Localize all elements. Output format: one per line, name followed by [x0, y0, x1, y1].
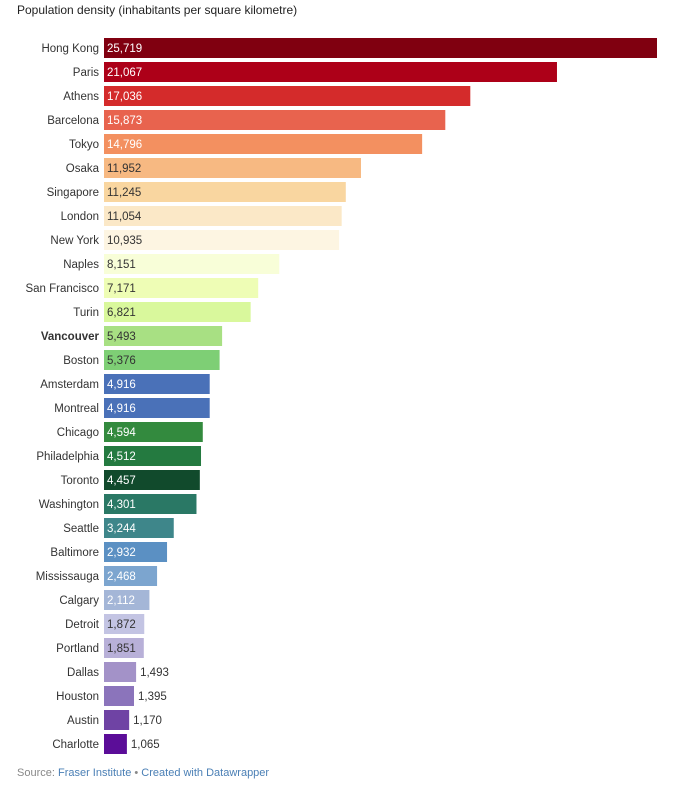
category-label: Calgary [59, 595, 99, 607]
value-label: 11,054 [107, 211, 142, 223]
bar[interactable] [104, 590, 150, 610]
value-label: 1,065 [131, 739, 160, 751]
category-label: Barcelona [47, 115, 99, 127]
value-label: 4,512 [107, 451, 136, 463]
bar[interactable] [104, 470, 200, 490]
category-label: Turin [73, 307, 99, 319]
bar[interactable] [104, 158, 361, 178]
category-label: Washington [39, 499, 99, 511]
value-label: 5,376 [107, 355, 136, 367]
category-label: Austin [67, 715, 99, 727]
value-label: 8,151 [107, 259, 136, 271]
bar[interactable] [104, 398, 210, 418]
bar[interactable] [104, 230, 340, 250]
chart-title: Population density (inhabitants per squa… [17, 3, 298, 17]
category-label: Detroit [65, 619, 100, 631]
category-label: Hong Kong [41, 43, 99, 55]
category-label: Mississauga [36, 571, 100, 583]
value-label: 1,493 [140, 667, 169, 679]
value-label: 1,395 [138, 691, 167, 703]
value-label: 2,932 [107, 547, 136, 559]
value-label: 5,493 [107, 331, 136, 343]
bar[interactable] [104, 38, 657, 58]
category-label: New York [50, 235, 99, 247]
category-label: Toronto [61, 475, 99, 487]
value-label: 25,719 [107, 43, 142, 55]
value-label: 3,244 [107, 523, 136, 535]
population-density-bar-chart: Hong Kong 25,719 Paris 21,067 Athens 17,036 Ba… [25, 38, 657, 754]
bar[interactable] [104, 86, 471, 106]
value-label: 4,916 [107, 403, 136, 415]
value-label: 2,112 [107, 595, 135, 607]
value-label: 11,245 [107, 187, 141, 199]
bar[interactable] [104, 446, 202, 466]
category-label: Vancouver [41, 331, 100, 343]
category-label: Athens [63, 91, 99, 103]
value-label: 10,935 [107, 235, 142, 247]
category-label: Boston [63, 355, 99, 367]
bar[interactable] [104, 566, 158, 586]
category-label: Dallas [67, 667, 99, 679]
bar[interactable] [104, 518, 174, 538]
value-label: 1,851 [107, 643, 136, 655]
category-label: Houston [56, 691, 99, 703]
category-label: Montreal [54, 403, 99, 415]
bar[interactable] [104, 734, 127, 754]
source-link[interactable]: Fraser Institute [57, 767, 132, 779]
category-label: Paris [73, 67, 99, 79]
category-label: San Francisco [25, 283, 99, 295]
category-label: London [61, 211, 99, 223]
value-label: 11,952 [107, 163, 141, 175]
bar[interactable] [104, 182, 346, 202]
value-label: 17,036 [107, 91, 142, 103]
category-label: Baltimore [50, 547, 99, 559]
value-label: 7,171 [107, 283, 136, 295]
category-label: Amsterdam [40, 379, 99, 391]
bar[interactable] [104, 110, 446, 130]
bar[interactable] [104, 542, 168, 562]
category-label: Charlotte [52, 739, 99, 751]
category-label: Osaka [66, 163, 100, 175]
bar[interactable] [104, 494, 197, 514]
value-label: 4,916 [107, 379, 136, 391]
category-label: Naples [63, 259, 99, 271]
bar[interactable] [104, 422, 203, 442]
bar[interactable] [104, 686, 134, 706]
footer-separator: • [131, 767, 142, 779]
bar[interactable] [104, 374, 210, 394]
category-label: Seattle [63, 523, 99, 535]
category-label: Philadelphia [36, 451, 99, 463]
datawrapper-credit-link[interactable]: Created with Datawrapper [141, 767, 270, 779]
bar[interactable] [104, 206, 342, 226]
value-label: 2,468 [107, 571, 136, 583]
chart-footer: Source: Fraser Institute • Created with … [17, 766, 269, 780]
bar[interactable] [104, 254, 280, 274]
bar[interactable] [104, 302, 251, 322]
bar[interactable] [104, 62, 557, 82]
category-label: Chicago [57, 427, 99, 439]
bar[interactable] [104, 662, 137, 682]
bar[interactable] [104, 326, 223, 346]
category-label: Singapore [47, 187, 99, 199]
bar[interactable] [104, 638, 144, 658]
category-label: Portland [56, 643, 99, 655]
value-label: 15,873 [107, 115, 142, 127]
value-label: 4,457 [107, 475, 136, 487]
value-label: 14,796 [107, 139, 142, 151]
value-label: 1,170 [133, 715, 162, 727]
bar[interactable] [104, 350, 220, 370]
value-label: 4,301 [107, 499, 136, 511]
bar[interactable] [104, 614, 145, 634]
bar[interactable] [104, 278, 259, 298]
value-label: 21,067 [107, 67, 142, 79]
source-prefix: Source: [17, 767, 58, 779]
value-label: 6,821 [107, 307, 136, 319]
value-label: 1,872 [107, 619, 136, 631]
category-label: Tokyo [69, 139, 99, 151]
bar[interactable] [104, 710, 130, 730]
value-label: 4,594 [107, 427, 136, 439]
bar[interactable] [104, 134, 423, 154]
